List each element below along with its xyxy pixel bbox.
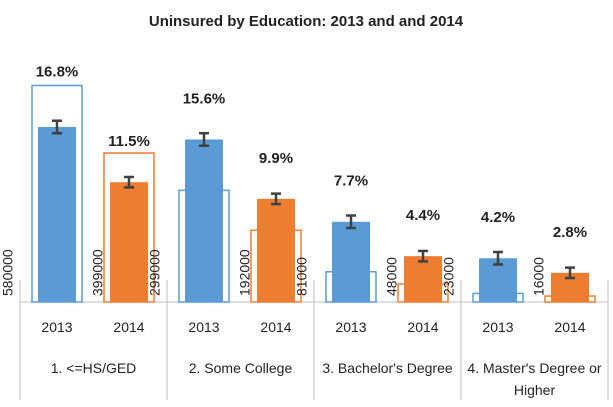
value-label: 9.9% bbox=[259, 150, 293, 167]
value-label: 7.7% bbox=[334, 173, 368, 190]
group-label: 2. Some College bbox=[188, 360, 293, 376]
year-label: 2014 bbox=[407, 319, 439, 335]
count-label: 16000 bbox=[531, 257, 547, 296]
bar bbox=[110, 182, 148, 302]
count-label: 48000 bbox=[384, 257, 400, 296]
year-label: 2014 bbox=[260, 319, 292, 335]
value-label: 4.2% bbox=[481, 209, 515, 226]
bar bbox=[257, 198, 295, 302]
count-label: 299000 bbox=[147, 249, 163, 296]
count-label: 580000 bbox=[0, 249, 16, 296]
count-label: 192000 bbox=[237, 249, 253, 296]
year-label: 2013 bbox=[41, 319, 73, 335]
year-label: 2014 bbox=[113, 319, 145, 335]
bar bbox=[38, 126, 76, 303]
bar bbox=[185, 139, 223, 302]
value-label: 16.8% bbox=[36, 63, 79, 80]
year-label: 2013 bbox=[482, 319, 514, 335]
count-label: 399000 bbox=[90, 249, 106, 296]
count-label: 81000 bbox=[294, 257, 310, 296]
chart-title: Uninsured by Education: 2013 and and 201… bbox=[149, 13, 464, 30]
group-label: 4. Master's Degree or Higher bbox=[467, 360, 602, 398]
value-label: 15.6% bbox=[183, 90, 226, 107]
group-label: 3. Bachelor's Degree bbox=[322, 360, 453, 376]
year-label: 2013 bbox=[335, 319, 367, 335]
count-label: 23000 bbox=[441, 257, 457, 296]
bar bbox=[332, 221, 370, 302]
value-label: 4.4% bbox=[406, 207, 440, 224]
bar bbox=[404, 256, 442, 302]
group-label: 1. <=HS/GED bbox=[50, 360, 137, 376]
year-label: 2013 bbox=[188, 319, 220, 335]
value-label: 2.8% bbox=[553, 224, 587, 241]
value-label: 11.5% bbox=[108, 133, 150, 150]
year-label: 2014 bbox=[554, 319, 586, 335]
